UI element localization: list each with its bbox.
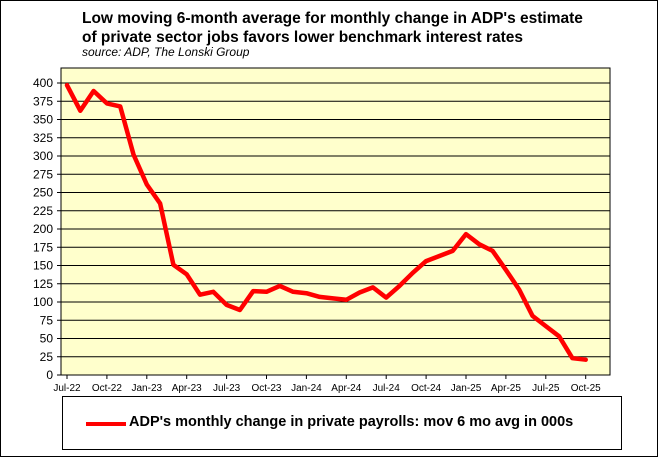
- data-point: [505, 269, 507, 271]
- data-point: [585, 359, 587, 361]
- data-point: [172, 264, 174, 266]
- data-point: [571, 357, 574, 359]
- y-tick-label: 100: [33, 295, 53, 309]
- plot-area: [60, 67, 611, 376]
- x-tick-label: Oct-22: [92, 383, 122, 394]
- data-point: [359, 291, 361, 294]
- data-point: [106, 102, 108, 104]
- data-point: [146, 183, 148, 186]
- x-tick-label: Oct-25: [571, 383, 601, 394]
- y-tick-label: 275: [33, 167, 53, 181]
- y-tick-label: 150: [33, 259, 53, 273]
- x-tick-label: Jan-23: [132, 383, 163, 394]
- data-point: [478, 243, 480, 245]
- data-point: [531, 315, 534, 317]
- x-tick-label: Apr-24: [331, 383, 361, 394]
- chart-title: Low moving 6-month average for monthly c…: [82, 9, 642, 47]
- gridlines: [61, 82, 610, 358]
- data-point: [93, 90, 95, 92]
- data-point: [545, 325, 547, 327]
- y-axis: 0 25 50 75 100 125 150 175 200 225 250 275 300 325 350…: [33, 76, 61, 382]
- x-tick-label: Jul-23: [213, 383, 241, 394]
- y-tick-label: 325: [33, 131, 53, 145]
- title-line-2: of private sector jobs favors lower benc…: [82, 29, 524, 46]
- data-point: [239, 309, 241, 311]
- data-point: [305, 292, 307, 294]
- x-axis: Jul-22 Oct-22 Jan-23 Apr-23 Jul-23 Oct-23 Jan-…: [53, 375, 601, 394]
- legend-swatch: [86, 422, 126, 426]
- x-tick-label: Apr-25: [491, 383, 521, 394]
- y-tick-label: 200: [33, 222, 53, 236]
- legend: ADP's monthly change in private payrolls…: [62, 396, 622, 450]
- y-tick-label: 175: [33, 240, 53, 254]
- y-tick-label: 125: [33, 277, 53, 291]
- y-tick-label: 75: [40, 313, 54, 327]
- data-point: [159, 202, 161, 204]
- data-point: [132, 153, 135, 156]
- y-tick-label: 400: [33, 76, 53, 90]
- chart-source: source: ADP, The Lonski Group: [82, 45, 250, 59]
- x-tick-label: Oct-23: [251, 383, 281, 394]
- x-tick-label: Apr-23: [172, 383, 202, 394]
- y-tick-label: 25: [40, 350, 54, 364]
- data-point: [452, 250, 454, 252]
- data-point: [345, 299, 347, 301]
- x-tick-label: Oct-24: [411, 383, 441, 394]
- data-point: [265, 291, 268, 293]
- y-tick-label: 375: [33, 94, 53, 108]
- y-tick-label: 250: [33, 186, 53, 200]
- data-point: [319, 296, 321, 298]
- series-line: [64, 82, 588, 362]
- y-tick-label: 225: [33, 204, 53, 218]
- data-point: [186, 273, 188, 275]
- title-line-1: Low moving 6-month average for monthly c…: [82, 10, 583, 27]
- legend-label: ADP's monthly change in private payrolls…: [129, 414, 574, 430]
- x-tick-label: Jul-25: [532, 383, 560, 394]
- data-point: [279, 285, 281, 287]
- x-tick-label: Jul-22: [53, 383, 81, 394]
- y-tick-label: 50: [40, 332, 54, 346]
- y-tick-label: 300: [33, 149, 53, 163]
- data-point: [292, 291, 294, 293]
- data-point: [252, 290, 254, 292]
- x-tick-label: Jan-25: [451, 383, 482, 394]
- data-point: [199, 294, 201, 296]
- data-point: [438, 255, 440, 257]
- data-point: [372, 286, 374, 288]
- x-tick-label: Jan-24: [291, 383, 322, 394]
- x-tick-label: Jul-24: [373, 383, 401, 394]
- data-point: [492, 250, 494, 252]
- y-tick-label: 350: [33, 113, 53, 127]
- data-point: [332, 297, 334, 299]
- data-point: [518, 289, 520, 291]
- data-point: [66, 84, 68, 86]
- data-point: [412, 272, 414, 274]
- data-point: [385, 297, 387, 299]
- data-point: [226, 304, 228, 306]
- data-point: [212, 291, 214, 293]
- data-point: [425, 260, 427, 262]
- y-tick-label: 0: [46, 368, 53, 382]
- data-point: [398, 285, 401, 287]
- data-point: [465, 233, 467, 235]
- series-layer: [64, 82, 588, 362]
- data-point: [79, 110, 81, 112]
- data-point: [558, 335, 560, 337]
- data-point: [119, 105, 121, 107]
